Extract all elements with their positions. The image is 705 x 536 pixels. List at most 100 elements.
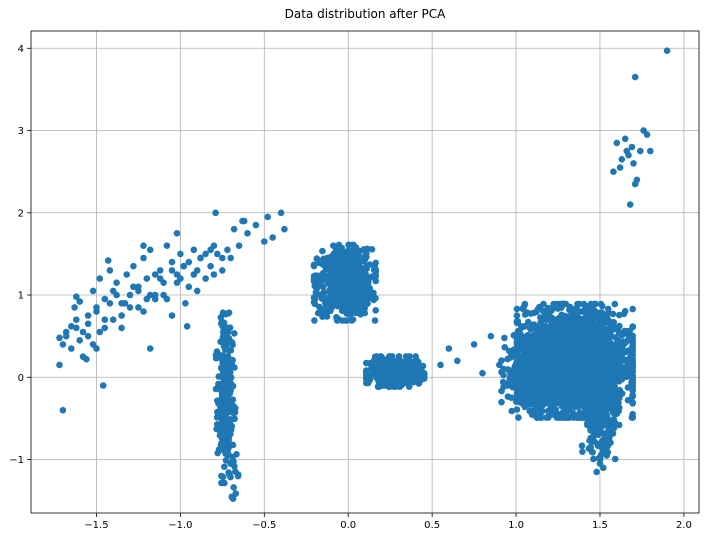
data-point (595, 454, 603, 462)
data-point (590, 455, 597, 463)
data-point (624, 396, 632, 404)
data-point (609, 310, 617, 318)
data-point (551, 333, 558, 340)
data-point (394, 378, 402, 385)
data-point (230, 225, 238, 233)
data-point (343, 310, 350, 317)
data-point (372, 277, 380, 285)
data-point (518, 337, 525, 345)
data-point (623, 371, 630, 379)
data-point (573, 332, 580, 340)
data-point (185, 283, 193, 291)
data-point (509, 369, 516, 377)
data-point (611, 300, 619, 308)
data-point (572, 318, 579, 326)
data-point (89, 287, 97, 295)
data-point (525, 318, 532, 326)
data-point (569, 409, 577, 417)
data-point (526, 360, 533, 367)
data-point (218, 394, 226, 401)
data-point (281, 225, 288, 233)
data-point (578, 442, 586, 450)
data-point (544, 360, 552, 367)
data-point (588, 345, 596, 352)
data-point (520, 361, 528, 368)
data-point (556, 367, 563, 374)
data-point (349, 263, 356, 270)
data-point (592, 338, 600, 345)
data-point (84, 320, 92, 328)
data-point (531, 401, 538, 408)
data-point (372, 307, 380, 314)
data-point (96, 328, 104, 336)
data-point (599, 302, 606, 310)
data-point (555, 414, 563, 421)
data-point (227, 254, 234, 262)
data-point (616, 311, 623, 319)
data-point (163, 242, 171, 249)
data-point (558, 300, 566, 308)
data-point (603, 313, 611, 320)
data-point (185, 258, 193, 266)
data-point (603, 363, 610, 370)
data-point (224, 246, 231, 254)
data-point (513, 398, 520, 406)
data-point (343, 254, 350, 261)
data-point (509, 376, 517, 384)
data-point (604, 442, 611, 450)
data-point (355, 251, 362, 259)
data-point (510, 332, 518, 339)
data-point (618, 332, 626, 339)
data-point (548, 407, 556, 415)
data-point (589, 449, 596, 456)
data-point (628, 379, 635, 386)
data-point (601, 419, 608, 426)
data-point (616, 404, 623, 412)
data-point (498, 398, 505, 406)
data-point (599, 321, 607, 328)
data-point (319, 284, 327, 291)
data-point (501, 334, 508, 342)
data-point (570, 397, 578, 404)
data-point (586, 437, 593, 444)
data-point (564, 355, 572, 362)
data-point (146, 246, 154, 254)
data-point (629, 414, 636, 421)
data-point (93, 308, 100, 315)
data-point (523, 380, 531, 388)
data-point (135, 287, 142, 295)
data-point (537, 332, 545, 339)
data-point (555, 361, 563, 368)
data-point (338, 304, 346, 312)
data-point (540, 393, 547, 401)
data-point (402, 358, 410, 366)
data-point (163, 295, 171, 303)
data-point (629, 305, 636, 313)
data-point (567, 322, 575, 329)
data-point (232, 490, 240, 497)
data-point (219, 473, 227, 481)
data-point (524, 392, 532, 400)
data-point (387, 373, 395, 380)
data-point (106, 300, 114, 307)
data-point (608, 360, 615, 367)
data-point (123, 271, 130, 278)
data-point (356, 269, 364, 277)
data-point (622, 339, 630, 346)
data-point (415, 358, 422, 366)
data-point (330, 253, 337, 261)
data-point (550, 300, 557, 308)
data-point (228, 459, 236, 466)
data-point (395, 353, 403, 360)
data-point (526, 349, 533, 357)
data-point (222, 345, 230, 352)
data-point (389, 365, 396, 373)
data-point (600, 340, 608, 347)
data-point (336, 292, 343, 300)
data-point (629, 364, 636, 372)
data-point (326, 273, 334, 280)
data-point (334, 265, 341, 273)
data-point (168, 258, 176, 266)
data-point (591, 309, 598, 317)
data-point (101, 295, 109, 303)
